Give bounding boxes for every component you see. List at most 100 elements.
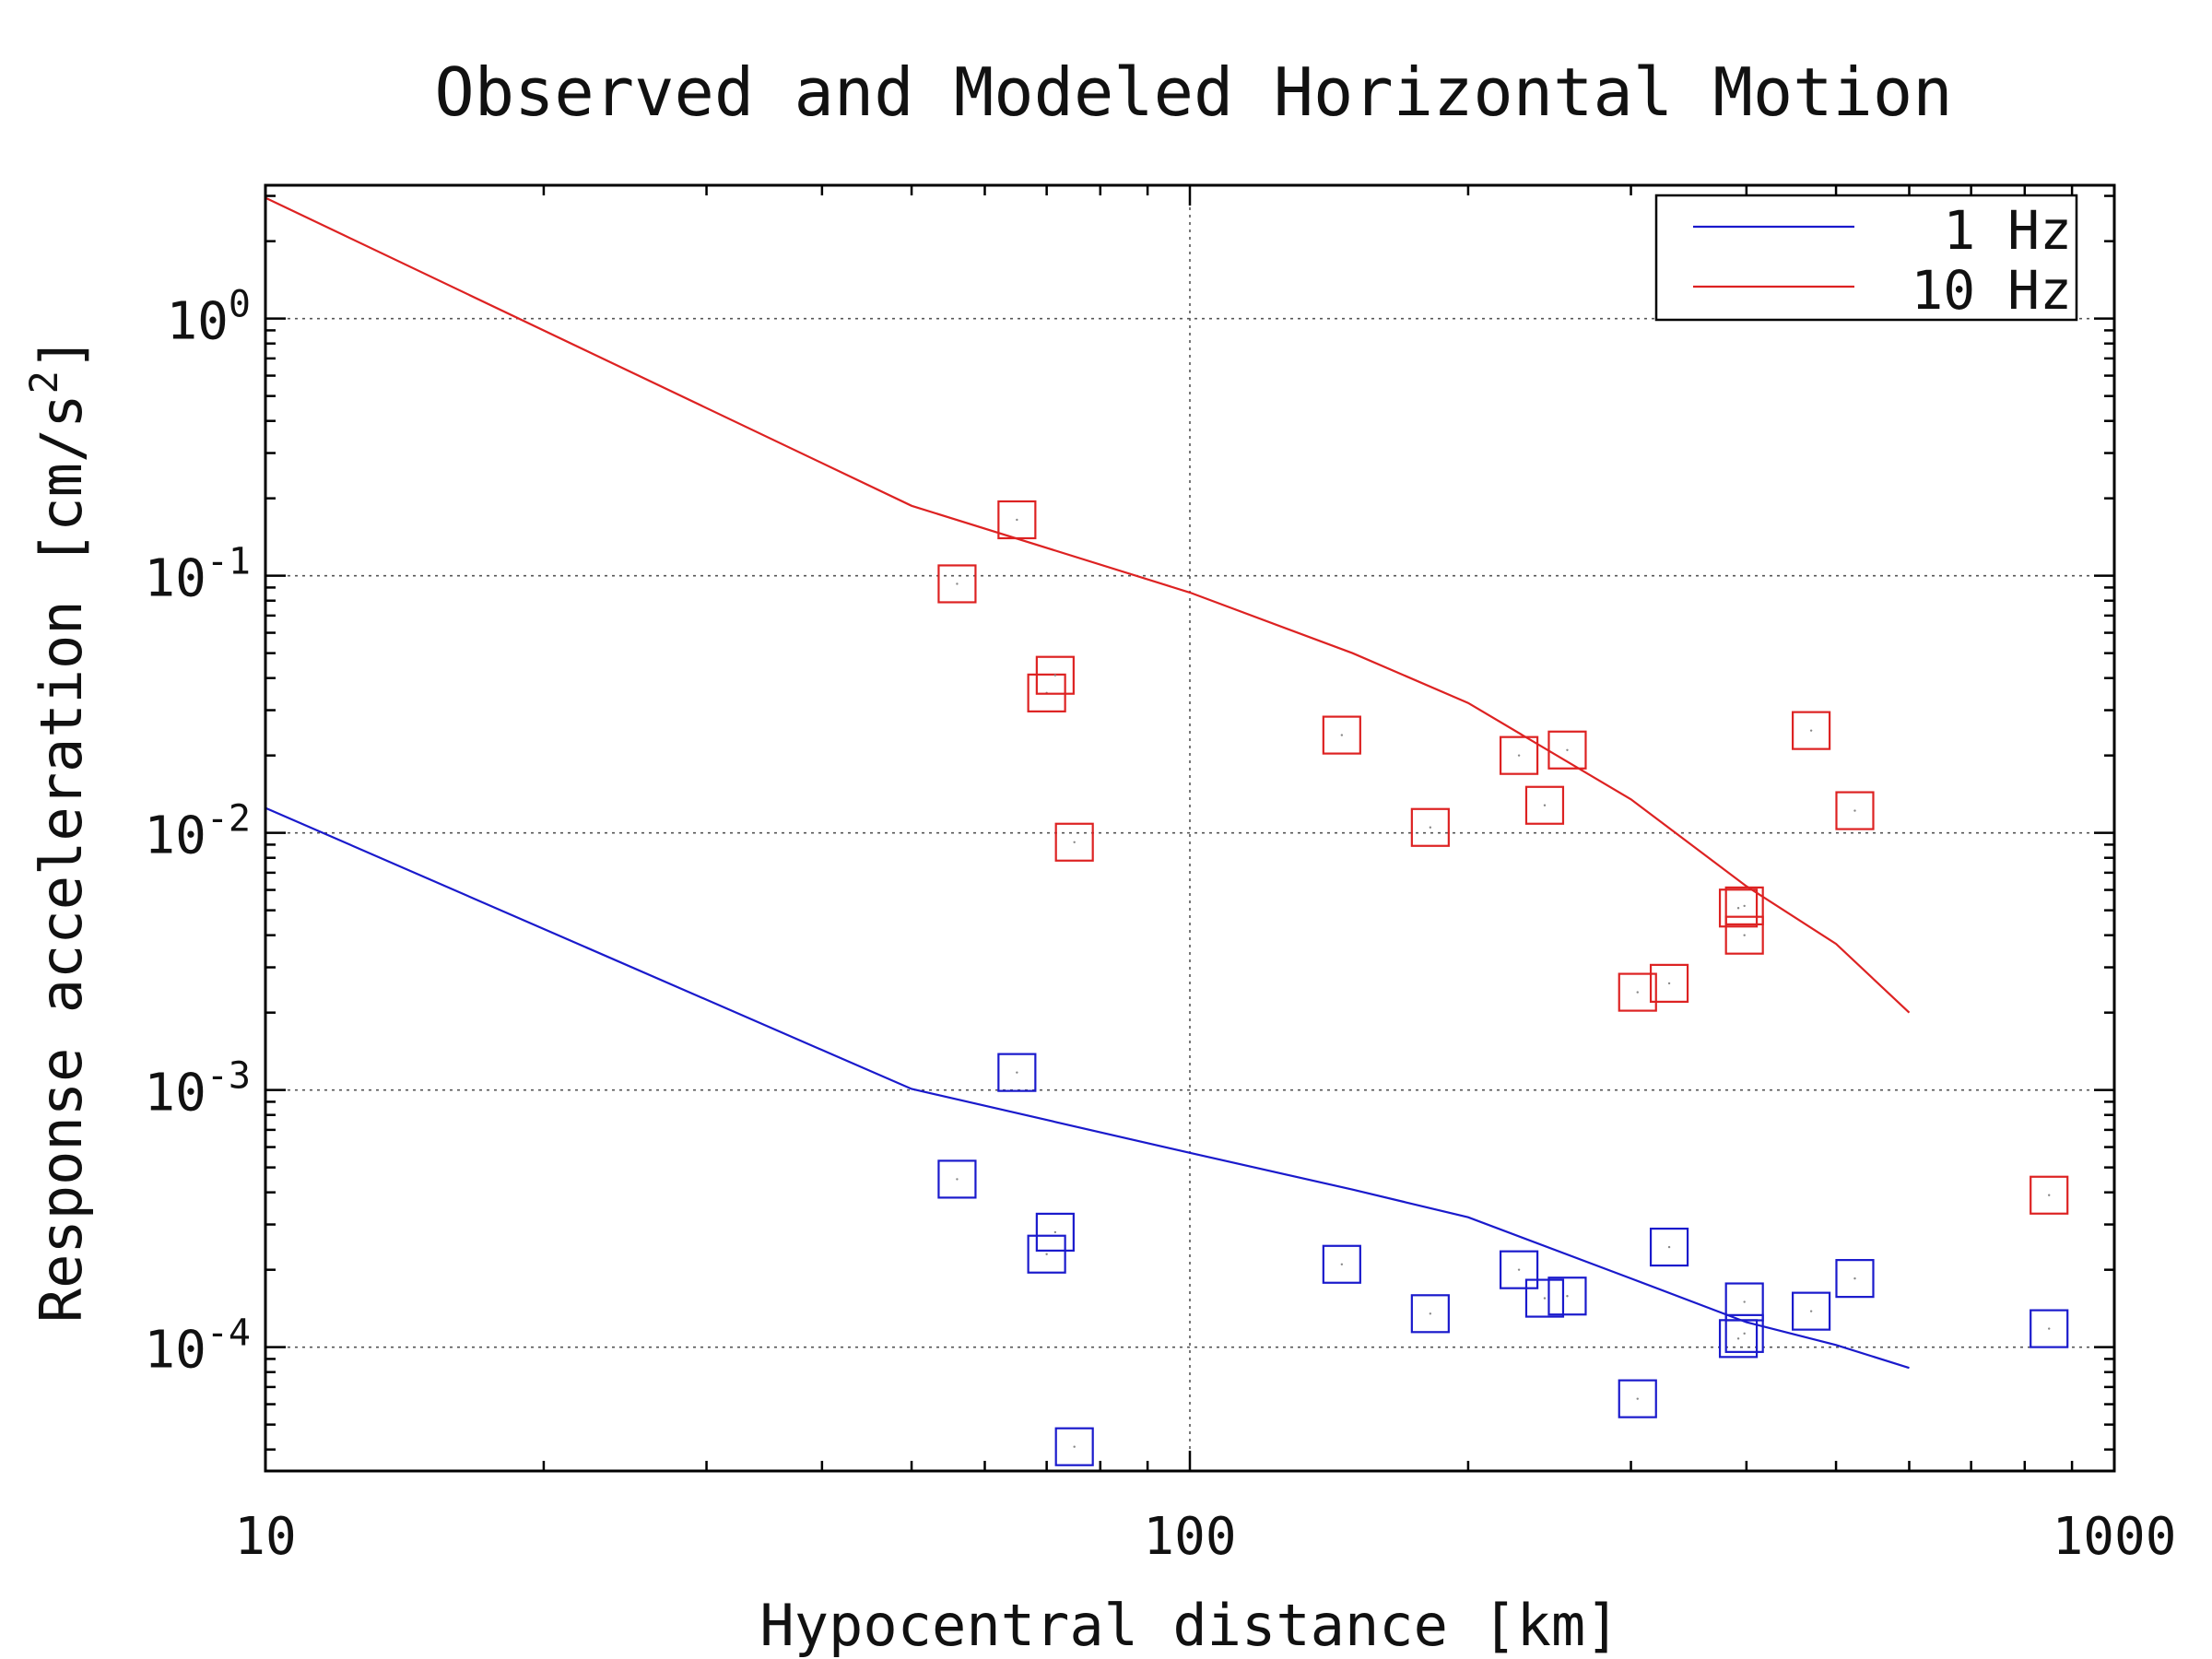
observed-point-1hz xyxy=(997,1053,1037,1092)
observed-point-center-10hz xyxy=(1543,804,1547,806)
legend-box xyxy=(1654,194,2078,322)
x-axis-label: Hypocentral distance [km] xyxy=(759,1592,1619,1659)
observed-point-center-10hz xyxy=(1853,809,1856,812)
observed-point-center-1hz xyxy=(1667,1245,1671,1249)
observed-point-center-1hz xyxy=(2048,1327,2051,1330)
y-tick-label-base: 10 xyxy=(144,1321,206,1381)
y-tick-label-exponent: -1 xyxy=(206,541,251,583)
observed-point-10hz xyxy=(2030,1175,2069,1215)
observed-point-center-10hz xyxy=(2048,1194,2051,1196)
observed-point-1hz xyxy=(1724,1282,1764,1322)
legend: 1 Hz 10 Hz xyxy=(1654,194,2078,322)
legend-label-1hz: 1 Hz xyxy=(1943,199,2072,262)
observed-point-center-10hz xyxy=(1053,674,1057,677)
observed-point-center-1hz xyxy=(1636,1397,1639,1400)
observed-point-center-1hz xyxy=(1543,1297,1547,1300)
y-tick-label-exponent: -4 xyxy=(206,1312,251,1355)
observed-point-10hz xyxy=(997,500,1037,540)
observed-point-1hz xyxy=(1618,1379,1657,1418)
observed-point-1hz xyxy=(1322,1244,1361,1284)
y-tick-label-exponent: 0 xyxy=(229,284,251,326)
observed-point-10hz xyxy=(937,564,977,604)
y-tick-label: 10-4 xyxy=(144,1312,251,1381)
observed-point-center-1hz xyxy=(1517,1268,1521,1271)
observed-point-10hz xyxy=(1724,886,1764,926)
observed-point-center-10hz xyxy=(956,582,959,585)
y-tick-label-base: 10 xyxy=(144,1064,206,1124)
observed-point-center-10hz xyxy=(1429,826,1432,829)
series-layer xyxy=(265,196,2069,1466)
observed-point-center-10hz xyxy=(1743,934,1746,936)
observed-point-center-1hz xyxy=(1736,1337,1740,1340)
y-axis-label-main: Response acceleration [cm/s xyxy=(28,394,95,1323)
observed-point-center-1hz xyxy=(1053,1230,1057,1234)
observed-point-center-10hz xyxy=(1073,841,1076,843)
observed-point-10hz xyxy=(1054,822,1094,862)
observed-point-10hz xyxy=(1035,655,1075,695)
observed-point-10hz xyxy=(1718,888,1759,928)
observed-point-center-10hz xyxy=(1340,734,1344,736)
observed-point-center-1hz xyxy=(1016,1071,1018,1074)
x-tick-label: 1000 xyxy=(2053,1507,2177,1567)
observed-point-center-1hz xyxy=(1743,1332,1746,1335)
tick-layer xyxy=(264,185,2116,1471)
observed-point-center-1hz xyxy=(1340,1263,1344,1265)
observed-point-center-1hz xyxy=(956,1178,959,1181)
observed-point-center-1hz xyxy=(1853,1277,1856,1280)
observed-point-center-1hz xyxy=(1045,1253,1048,1255)
y-tick-label: 10-1 xyxy=(144,541,251,609)
observed-point-1hz xyxy=(1499,1250,1539,1289)
observed-point-center-10hz xyxy=(1517,754,1521,757)
y-tick-label-base: 10 xyxy=(166,292,228,352)
observed-point-10hz xyxy=(1322,715,1361,755)
observed-point-10hz xyxy=(1410,807,1450,847)
observed-point-center-1hz xyxy=(1566,1295,1569,1298)
y-axis-label-suffix: ] xyxy=(28,336,95,371)
observed-point-1hz xyxy=(1649,1227,1689,1267)
observed-point-center-10hz xyxy=(1667,982,1671,985)
y-tick-label: 10-3 xyxy=(144,1055,251,1124)
chart-title: Observed and Modeled Horizontal Motion xyxy=(434,53,1952,131)
observed-point-10hz xyxy=(1499,735,1539,775)
x-tick-label: 10 xyxy=(234,1507,296,1567)
observed-point-center-10hz xyxy=(1809,729,1813,732)
y-tick-label-exponent: -2 xyxy=(206,798,251,841)
observed-point-center-10hz xyxy=(1736,907,1740,910)
observed-point-10hz xyxy=(1524,785,1565,825)
model-line-10hz xyxy=(265,196,1911,1014)
observed-point-10hz xyxy=(1547,730,1587,770)
observed-point-center-1hz xyxy=(1809,1310,1813,1312)
observed-point-10hz xyxy=(1618,972,1657,1012)
observed-point-1hz xyxy=(1524,1278,1565,1318)
y-tick-label-base: 10 xyxy=(144,806,206,866)
observed-point-10hz xyxy=(1724,915,1764,955)
observed-point-10hz xyxy=(1835,791,1875,830)
observed-point-1hz xyxy=(1054,1427,1094,1466)
observed-point-center-1hz xyxy=(1743,1300,1746,1303)
observed-point-center-1hz xyxy=(1429,1312,1432,1315)
observed-point-1hz xyxy=(937,1159,977,1199)
y-axis-label-superscript: 2 xyxy=(21,371,66,394)
y-tick-label: 100 xyxy=(166,284,251,352)
observed-point-1hz xyxy=(1792,1291,1831,1331)
observed-point-10hz xyxy=(1649,963,1689,1003)
legend-label-10hz: 10 Hz xyxy=(1911,259,2072,322)
observed-point-1hz xyxy=(1035,1212,1075,1253)
observed-point-1hz xyxy=(2030,1309,2069,1348)
observed-point-1hz xyxy=(1410,1294,1450,1334)
y-tick-label-base: 10 xyxy=(144,549,206,609)
observed-point-1hz xyxy=(1835,1259,1875,1299)
grid-layer xyxy=(265,185,2114,1471)
observed-point-10hz xyxy=(1792,711,1831,750)
observed-point-center-1hz xyxy=(1073,1445,1076,1448)
observed-point-center-10hz xyxy=(1016,518,1018,522)
observed-point-1hz xyxy=(1724,1313,1764,1353)
y-axis-label: Response acceleration [cm/s2] xyxy=(21,336,95,1323)
x-tick-label: 100 xyxy=(1143,1507,1236,1567)
observed-point-center-10hz xyxy=(1636,991,1639,994)
observed-point-1hz xyxy=(1547,1277,1587,1316)
model-line-1hz xyxy=(265,806,1910,1370)
